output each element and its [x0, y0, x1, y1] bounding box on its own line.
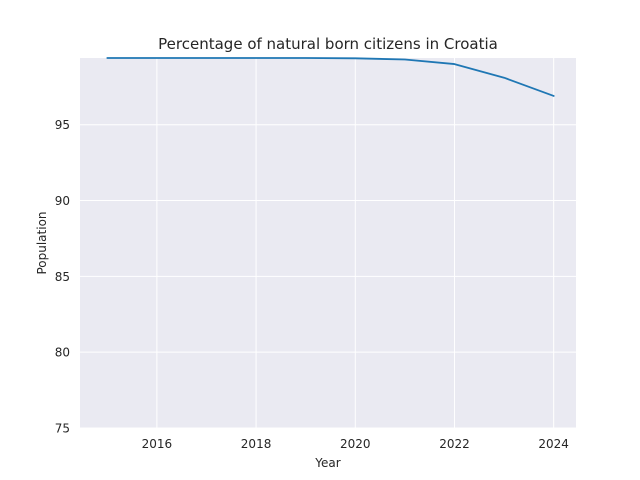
x-tick-label: 2022	[439, 437, 470, 451]
x-tick-label: 2018	[241, 437, 272, 451]
x-tick-labels: 2016 2018 2020 2022 2024	[142, 437, 569, 451]
y-tick-label: 75	[55, 422, 70, 436]
x-tick-label: 2020	[340, 437, 371, 451]
series-layer	[106, 57, 555, 97]
plot-area	[80, 58, 576, 428]
y-gridlines	[80, 124, 576, 429]
series-line	[106, 57, 555, 97]
x-tick-label: 2016	[142, 437, 173, 451]
y-tick-label: 95	[55, 118, 70, 132]
y-tick-label: 90	[55, 194, 70, 208]
chart-title: Percentage of natural born citizens in C…	[158, 35, 498, 53]
x-gridlines	[156, 58, 555, 428]
y-tick-label: 80	[55, 346, 70, 360]
y-tick-labels: 75 80 85 90 95	[55, 118, 70, 435]
y-axis-label: Population	[35, 211, 49, 274]
y-tick-label: 85	[55, 270, 70, 284]
x-axis-label: Year	[314, 456, 340, 470]
x-tick-label: 2024	[538, 437, 569, 451]
